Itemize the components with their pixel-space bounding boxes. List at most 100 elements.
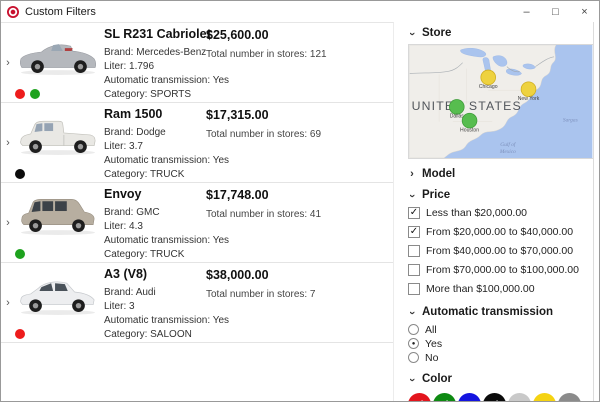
window-title: Custom Filters (25, 5, 96, 18)
checkbox[interactable]: ✓ (408, 225, 420, 238)
section-header-store[interactable]: › Store (406, 24, 594, 41)
car-price-col: $17,315.00 Total number in stores: 69 (206, 108, 321, 140)
car-row-a3-v8[interactable]: › A3 (V8) Brand: Audi Liter: 3 Automatic (1, 263, 393, 343)
section-header-model[interactable]: › Model (408, 165, 594, 182)
chevron-down-icon: › (406, 310, 418, 315)
color-swatch-green[interactable]: ✓ (433, 393, 456, 401)
car-media (16, 108, 100, 161)
section-header-price[interactable]: › Price (406, 186, 594, 203)
chevron-down-icon: › (406, 31, 418, 36)
car-price: $25,600.00 (206, 28, 269, 42)
car-transmission: Automatic transmission: Yes (104, 75, 230, 86)
car-name: Ram 1500 (104, 107, 163, 121)
car-price-col: $25,600.00 Total number in stores: 121 (206, 28, 327, 60)
car-transmission: Automatic transmission: Yes (104, 155, 230, 166)
car-info: Ram 1500 Brand: Dodge Liter: 3.7 Automat… (104, 107, 229, 182)
close-button[interactable]: × (581, 5, 588, 18)
car-media (16, 28, 100, 81)
car-liter: Liter: 3.7 (104, 141, 143, 152)
car-category: Category: TRUCK (104, 169, 185, 180)
map-sea-label: Sargas (563, 118, 578, 124)
transmission-option-yes[interactable]: ● Yes (408, 337, 594, 350)
car-info: Envoy Brand: GMC Liter: 4.3 Automatic tr… (104, 187, 229, 262)
car-color-dots (15, 169, 25, 179)
car-stores: Total number in stores: 121 (206, 49, 327, 60)
color-swatch-silver[interactable] (508, 393, 531, 401)
car-media (16, 188, 100, 241)
car-stores: Total number in stores: 41 (206, 209, 322, 220)
scrollbar[interactable] (593, 22, 594, 401)
chevron-down-icon: › (406, 377, 418, 382)
car-image-sedan (20, 281, 96, 315)
car-brand: Brand: Audi (104, 287, 156, 298)
checkbox[interactable]: ✓ (408, 206, 420, 219)
price-option-lt-20000[interactable]: ✓ Less than $20,000.00 (408, 203, 594, 222)
filter-sidebar: › Store UNITED STATES (406, 22, 594, 401)
price-option-gt-100000[interactable]: More than $100,000.00 (408, 279, 594, 298)
app-logo-icon (7, 5, 19, 18)
car-list: › SL R231 Cabriolet Brand: Mercedes-Benz (1, 22, 394, 401)
row-expander-icon[interactable]: › (6, 56, 10, 69)
row-expander-icon[interactable]: › (6, 296, 10, 309)
maximize-button[interactable]: □ (552, 5, 559, 18)
store-map[interactable]: UNITED STATES Chicago New York Dallas Ho… (408, 44, 594, 159)
car-image-convertible (19, 44, 97, 75)
car-liter: Liter: 3 (104, 301, 135, 312)
svg-text:Dallas: Dallas (450, 114, 465, 120)
color-swatch-gray[interactable] (558, 393, 581, 401)
color-swatch-blue[interactable] (458, 393, 481, 401)
price-option-70000-100000[interactable]: From $70,000.00 to $100,000.00 (408, 260, 594, 279)
car-row-sl-r231[interactable]: › SL R231 Cabriolet Brand: Mercedes-Benz (1, 23, 393, 103)
color-swatch-black[interactable]: ✓ (483, 393, 506, 401)
radio-button[interactable] (408, 352, 419, 363)
car-brand: Brand: GMC (104, 207, 160, 218)
map-marker-dallas[interactable]: Dallas (449, 99, 465, 120)
color-swatch-yellow[interactable] (533, 393, 556, 401)
minimize-button[interactable]: – (523, 5, 530, 18)
car-image-suv (20, 199, 96, 235)
svg-text:Chicago: Chicago (479, 84, 498, 90)
car-transmission: Automatic transmission: Yes (104, 235, 230, 246)
car-color-dots (15, 329, 25, 339)
car-image-pickup (20, 120, 96, 155)
car-category: Category: SPORTS (104, 89, 192, 100)
checkbox[interactable] (408, 263, 420, 276)
section-header-color[interactable]: › Color (406, 370, 594, 387)
row-expander-icon[interactable]: › (6, 136, 10, 149)
price-option-20000-40000[interactable]: ✓ From $20,000.00 to $40,000.00 (408, 222, 594, 241)
car-row-envoy[interactable]: › Envoy Brand: GMC Liter: 4.3 (1, 183, 393, 263)
map-marker-houston[interactable]: Houston (460, 112, 479, 133)
option-label: From $20,000.00 to $40,000.00 (426, 225, 574, 238)
price-option-40000-70000[interactable]: From $40,000.00 to $70,000.00 (408, 241, 594, 260)
chevron-down-icon: › (406, 193, 418, 198)
section-label: Automatic transmission (422, 305, 553, 318)
transmission-option-all[interactable]: All (408, 323, 594, 336)
section-header-transmission[interactable]: › Automatic transmission (406, 303, 594, 320)
map-border-line (409, 56, 555, 74)
map-marker-chicago[interactable]: Chicago (479, 69, 498, 90)
chevron-right-icon: › (410, 167, 414, 180)
option-label: Less than $20,000.00 (426, 206, 528, 219)
map-marker-new-york[interactable]: New York (518, 81, 540, 102)
radio-button[interactable]: ● (408, 338, 419, 349)
row-expander-icon[interactable]: › (6, 216, 10, 229)
color-swatch-red[interactable]: ✓ (408, 393, 431, 401)
checkbox[interactable] (408, 244, 420, 257)
car-brand: Brand: Dodge (104, 127, 166, 138)
car-category: Category: TRUCK (104, 249, 185, 260)
map-gulf-label: Gulf of (500, 141, 517, 148)
radio-button[interactable] (408, 324, 419, 335)
car-liter: Liter: 1.796 (104, 61, 155, 72)
car-price-col: $17,748.00 Total number in stores: 41 (206, 188, 321, 220)
option-label: No (425, 351, 439, 364)
car-price: $17,315.00 (206, 108, 269, 122)
checkbox[interactable] (408, 282, 420, 295)
svg-text:Houston: Houston (460, 127, 479, 133)
transmission-option-no[interactable]: No (408, 351, 594, 364)
car-row-ram-1500[interactable]: › Ram 1500 Brand: Dodge Liter: 3.7 (1, 103, 393, 183)
color-swatches: ✓ ✓ ✓ (408, 393, 594, 401)
option-label: More than $100,000.00 (426, 282, 535, 295)
window-controls: – □ × (512, 1, 599, 22)
car-media (16, 268, 100, 321)
